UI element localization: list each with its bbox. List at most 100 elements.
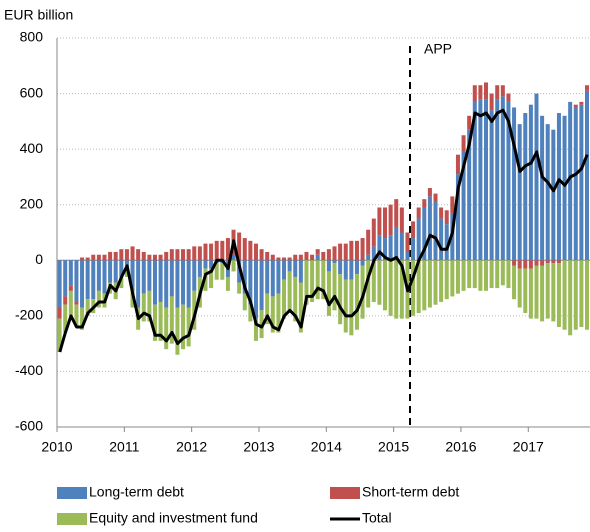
bar-segment — [119, 276, 124, 289]
bar-segment — [304, 251, 309, 261]
bar-segment — [343, 243, 348, 261]
bar-segment — [326, 271, 331, 316]
bar-segment — [377, 235, 382, 261]
bar-segment — [433, 201, 438, 261]
bar-segment — [573, 260, 578, 330]
bar-segment — [209, 243, 214, 261]
bar-segment — [253, 318, 258, 341]
bar-segment — [175, 260, 180, 308]
bar-segment — [568, 101, 573, 261]
bar-segment — [63, 304, 68, 333]
bar-segment — [478, 260, 483, 291]
bar-segment — [377, 207, 382, 236]
y-axis-label: EUR billion — [4, 7, 73, 23]
bar-segment — [573, 104, 578, 108]
bar-segment — [130, 260, 135, 291]
bar-segment — [495, 99, 500, 261]
bar-segment — [512, 260, 517, 266]
bar-segment — [113, 260, 118, 283]
bar-segment — [108, 260, 113, 283]
bar-segment — [119, 249, 124, 261]
bar-segment — [584, 260, 589, 330]
bar-segment — [360, 238, 365, 261]
bar-segment — [57, 318, 62, 352]
bar-segment — [422, 207, 427, 261]
bar-segment — [534, 260, 539, 266]
bar-segment — [265, 251, 270, 261]
bar-segment — [540, 260, 545, 266]
bar-segment — [500, 96, 505, 261]
bar-segment — [242, 260, 247, 294]
bar-segment — [489, 93, 494, 111]
bar-segment — [259, 260, 264, 311]
bar-segment — [534, 93, 539, 261]
bar-segment — [399, 207, 404, 233]
bar-segment — [108, 251, 113, 261]
bar-segment — [579, 101, 584, 105]
bar-segment — [203, 243, 208, 261]
bar-segment — [461, 260, 466, 291]
bar-segment — [551, 260, 556, 264]
bar-segment — [158, 301, 163, 341]
y-tick-label: 800 — [20, 29, 44, 45]
bar-segment — [96, 254, 101, 261]
bar-segment — [540, 115, 545, 261]
bar-segment — [439, 207, 444, 219]
bar-segment — [276, 257, 281, 261]
bar-segment — [489, 110, 494, 261]
bar-segment — [287, 260, 292, 272]
bar-segment — [141, 260, 146, 294]
bar-segment — [270, 296, 275, 333]
bar-segment — [282, 279, 287, 319]
bar-segment — [197, 246, 202, 261]
bar-segment — [411, 260, 416, 316]
bar-segment — [388, 204, 393, 236]
legend-label: Equity and investment fund — [89, 510, 258, 526]
bar-segment — [96, 290, 101, 308]
bar-segment — [528, 104, 533, 261]
bar-segment — [152, 254, 157, 261]
legend-label: Short-term debt — [362, 484, 459, 500]
bar-segment — [203, 260, 208, 269]
bar-segment — [455, 260, 460, 294]
bar-segment — [484, 82, 489, 100]
bar-segment — [366, 229, 371, 255]
bar-segment — [366, 260, 371, 308]
bar-segment — [411, 221, 416, 239]
bar-segment — [158, 254, 163, 261]
bar-segment — [422, 260, 427, 311]
bar-segment — [562, 260, 567, 330]
bar-segment — [427, 196, 432, 261]
bar-segment — [181, 260, 186, 305]
bar-segment — [551, 263, 556, 322]
bar-segment — [484, 99, 489, 261]
bar-segment — [405, 232, 410, 252]
bar-segment — [556, 263, 561, 327]
bar-segment — [495, 260, 500, 289]
bar-segment — [562, 115, 567, 261]
bar-segment — [467, 115, 472, 130]
bar-segment — [512, 107, 517, 261]
bar-segment — [147, 290, 152, 322]
bar-segment — [63, 260, 68, 297]
bar-segment — [293, 254, 298, 261]
bar-segment — [326, 260, 331, 272]
bar-segment — [169, 296, 174, 344]
bar-segment — [371, 246, 376, 261]
bar-segment — [467, 129, 472, 261]
x-tick-label: 2017 — [513, 439, 544, 455]
bar-segment — [192, 260, 197, 291]
bar-segment — [556, 260, 561, 264]
legend-swatch — [57, 513, 87, 525]
bar-segment — [579, 260, 584, 327]
bar-segment — [354, 274, 359, 330]
bar-segment — [304, 260, 309, 305]
bar-segment — [545, 260, 550, 264]
bar-segment — [444, 260, 449, 300]
bar-segment — [164, 307, 169, 350]
bar-segment — [427, 260, 432, 308]
bar-segment — [461, 151, 466, 261]
bar-segment — [534, 265, 539, 319]
bar-segment — [102, 254, 107, 261]
